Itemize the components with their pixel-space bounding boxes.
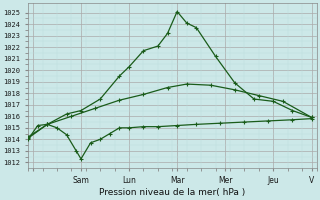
- X-axis label: Pression niveau de la mer( hPa ): Pression niveau de la mer( hPa ): [99, 188, 245, 197]
